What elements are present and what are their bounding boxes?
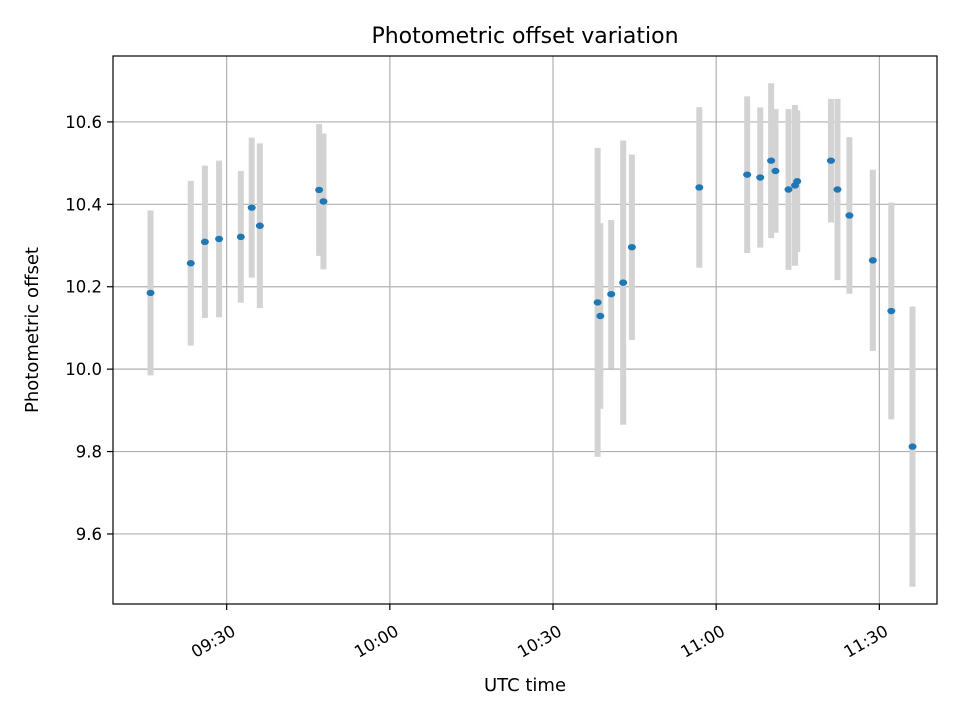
data-point: [236, 233, 245, 241]
data-point: [146, 289, 155, 297]
data-point: [200, 238, 209, 246]
data-point: [771, 167, 780, 175]
grid-layer: [113, 56, 937, 604]
y-tick-label: 10.0: [65, 360, 102, 379]
data-point: [695, 184, 704, 191]
data-point: [887, 307, 896, 315]
data-point: [767, 157, 776, 164]
data-point: [784, 186, 793, 193]
chart-title: Photometric offset variation: [371, 24, 678, 49]
y-tick-label: 10.4: [65, 195, 102, 214]
data-point: [593, 299, 602, 306]
point-layer: [146, 157, 917, 450]
data-point: [315, 186, 324, 194]
data-point: [833, 186, 842, 193]
data-point: [756, 174, 765, 181]
y-tick-label: 10.6: [65, 113, 102, 132]
data-point: [319, 198, 328, 205]
data-point: [255, 222, 264, 229]
data-point: [607, 290, 616, 298]
data-point: [627, 243, 636, 251]
data-point: [247, 204, 256, 211]
data-point: [868, 257, 877, 264]
y-axis-label: Photometric offset: [22, 247, 43, 413]
y-tick-label: 10.2: [65, 278, 102, 297]
x-axis-label: UTC time: [484, 675, 566, 696]
data-point: [186, 260, 195, 267]
data-point: [826, 157, 835, 164]
data-point: [908, 443, 917, 450]
y-tick-label: 9.6: [76, 525, 102, 544]
data-point: [596, 312, 605, 320]
plot-frame: [112, 55, 938, 605]
data-point: [793, 178, 802, 185]
data-point: [215, 235, 224, 243]
y-tick-label: 9.8: [76, 443, 102, 462]
data-point: [619, 279, 628, 286]
y-axis: 9.6 9.8 10.0 10.2 10.4 10.6: [65, 113, 113, 544]
data-point: [845, 212, 854, 219]
data-point: [743, 171, 752, 178]
